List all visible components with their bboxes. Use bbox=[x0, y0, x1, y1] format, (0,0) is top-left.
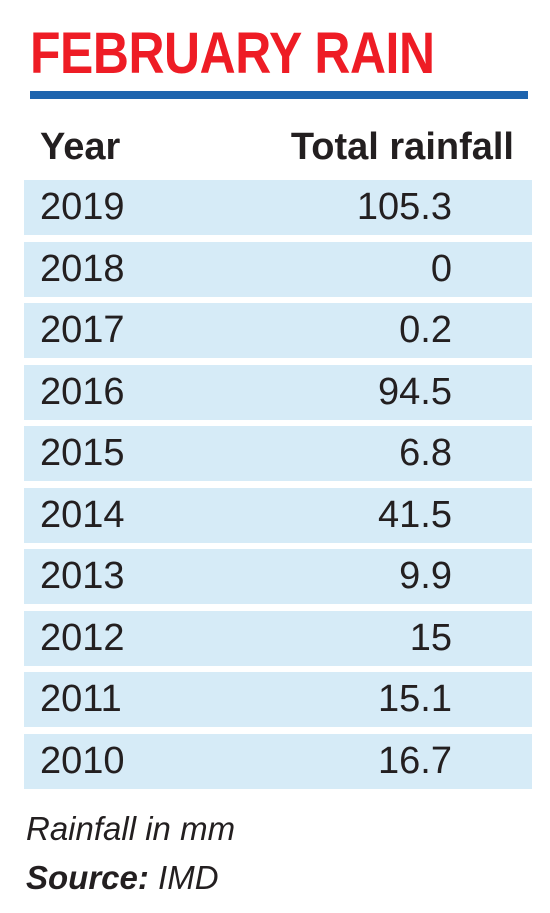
table-header: Year Total rainfall bbox=[24, 122, 532, 172]
year-cell: 2010 bbox=[40, 739, 125, 782]
rainfall-value-cell: 0 bbox=[430, 247, 452, 290]
rainfall-value-cell: 105.3 bbox=[356, 186, 452, 228]
table-row: 2012 15 bbox=[24, 610, 532, 666]
table-row: 2018 0 bbox=[24, 241, 532, 297]
table-row: 2019 105.3 bbox=[24, 180, 532, 235]
year-cell: 2012 bbox=[40, 616, 125, 659]
rainfall-value-cell: 41.5 bbox=[378, 493, 452, 536]
chart-title: FEBRUARY RAIN bbox=[30, 21, 435, 86]
column-header-total-rainfall: Total rainfall bbox=[290, 126, 514, 168]
unit-note: Rainfall in mm bbox=[26, 810, 236, 847]
title-underline bbox=[30, 91, 528, 99]
table-body: 2019 105.3 2018 0 2017 0.2 2016 94.5 2015 6.8 2014… bbox=[24, 180, 532, 795]
rainfall-value-cell: 94.5 bbox=[378, 370, 452, 413]
year-cell: 2014 bbox=[40, 493, 125, 536]
rainfall-value-cell: 16.7 bbox=[378, 739, 452, 782]
year-cell: 2019 bbox=[40, 186, 125, 228]
column-header-year: Year bbox=[40, 126, 121, 168]
table-row: 2011 15.1 bbox=[24, 672, 532, 727]
rainfall-value-cell: 9.9 bbox=[399, 555, 452, 597]
year-cell: 2015 bbox=[40, 432, 125, 474]
year-cell: 2011 bbox=[40, 678, 122, 720]
year-cell: 2016 bbox=[40, 370, 125, 413]
rainfall-value-cell: 15.1 bbox=[378, 678, 452, 720]
rainfall-value-cell: 0.2 bbox=[399, 309, 452, 351]
year-cell: 2017 bbox=[40, 309, 125, 351]
year-cell: 2018 bbox=[40, 247, 125, 290]
year-cell: 2013 bbox=[40, 555, 125, 597]
source-value: IMD bbox=[158, 859, 219, 896]
source-label: Source: bbox=[26, 859, 149, 896]
rainfall-value-cell: 15 bbox=[409, 616, 452, 659]
table-row: 2013 9.9 bbox=[24, 549, 532, 604]
table-row: 2016 94.5 bbox=[24, 364, 532, 420]
source-line: Source: IMD bbox=[26, 855, 219, 901]
rainfall-value-cell: 6.8 bbox=[399, 432, 452, 474]
table-row: 2015 6.8 bbox=[24, 426, 532, 481]
table-row: 2017 0.2 bbox=[24, 303, 532, 358]
table-row: 2010 16.7 bbox=[24, 733, 532, 789]
table-row: 2014 41.5 bbox=[24, 487, 532, 543]
